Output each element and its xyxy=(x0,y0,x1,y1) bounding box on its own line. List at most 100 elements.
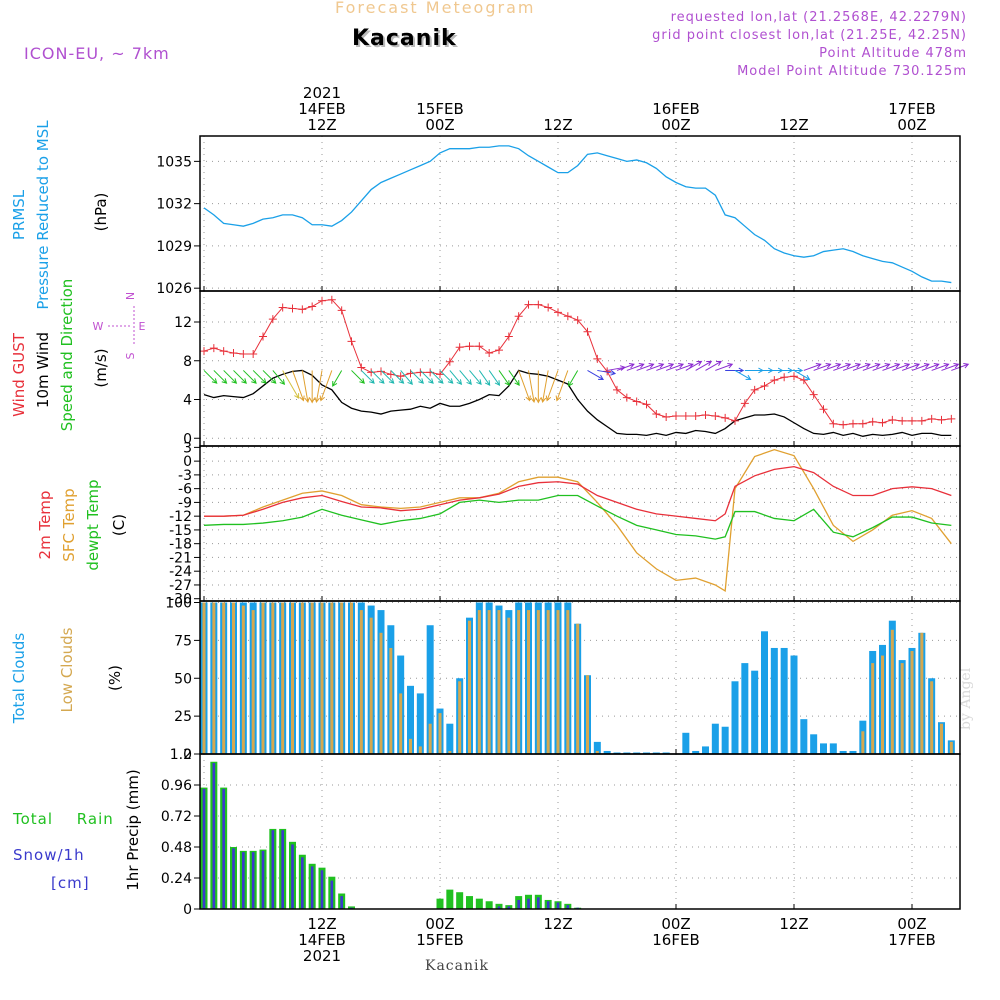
y-tick-label-4: 100 xyxy=(165,596,192,612)
precip-legend-rain: Total Rain xyxy=(13,810,114,828)
cloud-low-bar xyxy=(399,693,403,754)
panel-temperature-ylabel-3: (C) xyxy=(110,514,128,536)
cloud-total-bar xyxy=(839,750,847,754)
cloud-low-bar xyxy=(527,610,530,754)
cloud-total-bar xyxy=(426,625,434,754)
wind-gust-marker xyxy=(927,414,936,423)
wind-direction-arrow xyxy=(488,370,501,387)
wind-direction-arrow xyxy=(252,370,267,384)
point-altitude: Point Altitude 478m xyxy=(819,46,967,61)
wind-gust-marker xyxy=(239,349,248,358)
top-time-label-4-0: 12Z xyxy=(779,116,808,134)
wind-direction-arrow xyxy=(390,370,405,384)
wind-direction-arrow xyxy=(715,363,734,371)
y-tick-label-0: 0 xyxy=(183,747,192,763)
top-time-label-1-1: 00Z xyxy=(425,116,454,134)
cloud-total-bar xyxy=(633,752,641,754)
wind-direction-arrow xyxy=(332,370,343,387)
wind-direction-arrow xyxy=(233,370,247,384)
wind-gust-marker xyxy=(711,411,720,420)
wind-direction-arrow xyxy=(478,370,491,387)
wind-gust-marker xyxy=(298,305,307,314)
cloud-low-bar xyxy=(910,650,914,754)
rain-bar xyxy=(495,903,503,909)
wind-gust-marker xyxy=(750,385,759,394)
wind-gust-marker xyxy=(819,405,828,414)
snow-bar xyxy=(517,899,520,909)
rain-bar xyxy=(466,896,473,909)
y-tick-label-5: 1.2 xyxy=(170,747,192,763)
y-tick-label-0: 0 xyxy=(183,431,192,447)
wind-direction-arrow xyxy=(842,363,862,371)
wind-direction-arrow xyxy=(262,370,277,384)
wind-direction-arrow xyxy=(852,363,871,371)
cloud-total-bar xyxy=(751,670,759,754)
compass-n-label: N xyxy=(124,292,137,300)
top-time-label-0-2: 12Z xyxy=(307,116,336,134)
cloud-low-bar xyxy=(595,750,599,754)
panel-precip: 0 0.24 0.48 0.72 0.96 1.2 1hr Precip (mm) xyxy=(124,747,960,918)
snow-bar xyxy=(291,844,294,909)
wind-gust-marker xyxy=(544,303,553,312)
cloud-total-bar xyxy=(790,655,798,754)
wind-gust-marker xyxy=(691,411,700,420)
wind-direction-arrow xyxy=(656,363,675,371)
wind-direction-arrow xyxy=(540,370,549,403)
wind-gust-marker xyxy=(681,411,690,420)
y-tick-label-11: -30 xyxy=(169,592,192,608)
wind-gust-marker xyxy=(308,302,317,311)
wind-gust-marker xyxy=(721,413,730,422)
cloud-total-bar xyxy=(692,750,700,754)
cloud-low-bar xyxy=(487,610,491,754)
wind-direction-arrow xyxy=(213,370,228,384)
bottom-time-label-3-0: 00Z xyxy=(661,915,690,933)
wind-gust-marker xyxy=(318,296,326,305)
y-tick-label-2: 1032 xyxy=(156,197,192,213)
wind-direction-arrow xyxy=(309,370,316,404)
wind-direction-arrow xyxy=(555,370,569,402)
panel-precip-ylabel-0: 1hr Precip (mm) xyxy=(124,769,142,890)
panel-temperature-ylabel-2: dewpt Temp xyxy=(84,479,102,570)
panel-temperature: 30-3-6-9-12-15-18-21-24-27-30 2m Temp SFC … xyxy=(36,440,960,608)
wind-direction-arrow xyxy=(351,370,365,384)
panel-pressure: 1026 1029 1032 1035 PRMSL Pressure Reduced to… xyxy=(10,120,960,310)
wind-direction-arrow xyxy=(314,370,323,403)
wind-direction-arrow xyxy=(597,369,617,376)
cloud-low-bar xyxy=(340,602,344,754)
precip-legend-snow: Snow/1h xyxy=(13,846,85,864)
cloud-low-bar xyxy=(497,610,501,754)
requested-coords: requested lon,lat (21.2568E, 42.2279N) xyxy=(670,10,967,25)
wind-direction-arrow xyxy=(282,370,300,400)
cloud-low-bar xyxy=(448,750,452,754)
panel-frame-4 xyxy=(199,753,961,910)
wind-direction-arrow xyxy=(242,370,257,384)
wind-gust-marker xyxy=(268,315,277,324)
wind-direction-arrow xyxy=(813,363,832,371)
panel-temperature-ylabel-1: SFC Temp xyxy=(60,488,78,561)
wind-gust-marker xyxy=(426,368,435,377)
panel-frame-1 xyxy=(199,290,961,447)
cloud-total-bar xyxy=(613,752,621,754)
y-tick-label-5: -12 xyxy=(169,509,192,525)
wind-gust-marker xyxy=(445,357,454,366)
wind-direction-arrow xyxy=(892,363,911,371)
panel-pressure-ylabel-1: Pressure Reduced to MSL xyxy=(34,120,52,310)
y-tick-label-7: -18 xyxy=(169,537,192,553)
wind-direction-arrow xyxy=(518,370,531,402)
cloud-low-bar xyxy=(477,610,481,754)
snow-bar xyxy=(310,866,314,909)
cloud-low-bar xyxy=(271,602,275,754)
cloud-low-bar xyxy=(881,655,884,754)
temp-dewpt-line xyxy=(203,494,952,540)
y-tick-label-3: -6 xyxy=(178,482,192,498)
wind-gust-marker xyxy=(337,306,346,315)
y-tick-label-6: -15 xyxy=(169,523,192,539)
wind-gust-marker xyxy=(868,417,877,426)
snow-bar xyxy=(320,870,324,909)
cloud-low-bar xyxy=(536,610,540,754)
wind-direction-arrow xyxy=(675,363,694,371)
wind-direction-arrow xyxy=(685,360,703,371)
wind-gust-marker xyxy=(701,411,710,419)
snow-bar xyxy=(212,763,216,909)
cloud-total-bar xyxy=(416,693,424,754)
